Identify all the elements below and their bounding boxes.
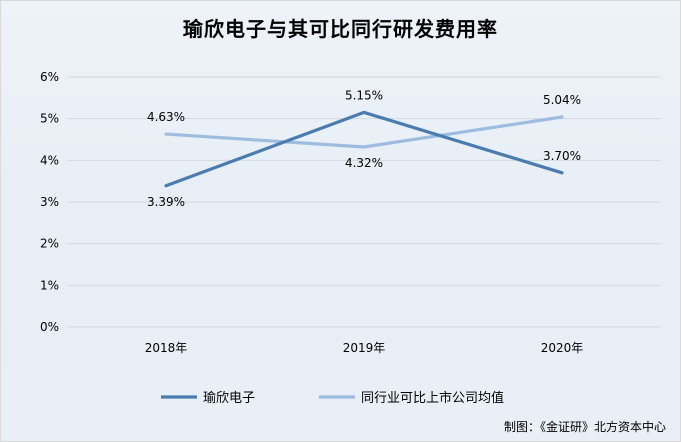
legend-label: 同行业可比上市公司均值 [361, 390, 504, 406]
series-line-1 [164, 110, 564, 188]
y-tick-label: 5% [40, 112, 59, 126]
series-line-2 [164, 115, 564, 149]
data-label: 3.39% [147, 195, 185, 209]
y-tick-label: 1% [40, 278, 59, 292]
x-tick-label: 2019年 [343, 341, 386, 355]
data-label: 3.70% [543, 149, 581, 163]
y-tick-label: 2% [40, 237, 59, 251]
chart-title: 瑜欣电子与其可比同行研发费用率 [183, 17, 498, 41]
y-tick-label: 4% [40, 153, 59, 167]
source-note: 制图：《金证研》北方资本中心 [503, 420, 666, 434]
y-tick-label: 0% [40, 320, 59, 334]
data-label: 5.15% [345, 88, 383, 102]
y-tick-label: 6% [40, 70, 59, 84]
legend-label: 瑜欣电子 [203, 391, 255, 406]
data-label: 4.63% [147, 110, 185, 124]
x-tick-label: 2018年 [145, 341, 188, 355]
data-label: 4.32% [345, 156, 383, 170]
x-tick-label: 2020年 [541, 341, 584, 355]
y-tick-label: 3% [40, 195, 59, 209]
data-label: 5.04% [543, 93, 581, 107]
